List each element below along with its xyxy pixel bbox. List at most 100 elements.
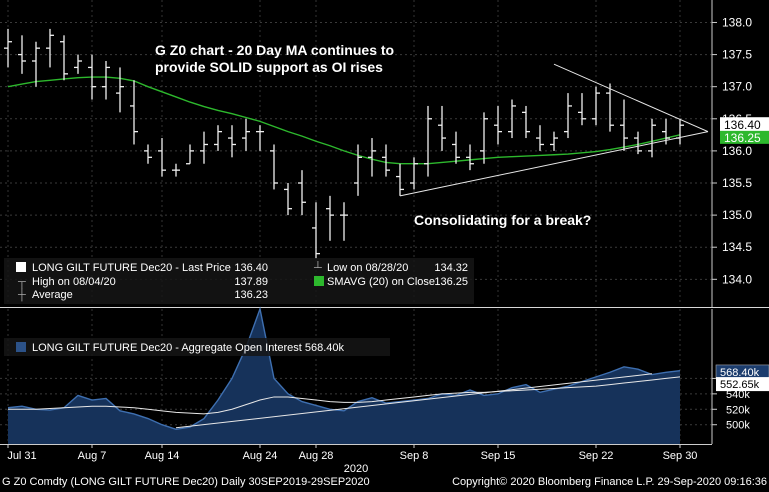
x-axis-label: Aug 14 bbox=[145, 450, 180, 462]
chart-title-line-2: provide SOLID support as OI rises bbox=[155, 59, 383, 75]
svg-text:136.25: 136.25 bbox=[724, 131, 761, 145]
ohlc-bar bbox=[74, 54, 82, 74]
ohlc-bar bbox=[284, 183, 292, 216]
ohlc-bar bbox=[242, 118, 250, 151]
ohlc-bar bbox=[550, 131, 558, 151]
oi-axis-label: 540k bbox=[726, 389, 750, 401]
ohlc-bar bbox=[368, 138, 376, 177]
oi-legend: LONG GILT FUTURE Dec20 - Aggregate Open … bbox=[4, 338, 390, 356]
sma-tag: 136.25 bbox=[720, 130, 769, 145]
oi-trendline bbox=[175, 373, 653, 429]
price-trendline bbox=[399, 131, 709, 197]
ohlc-bar bbox=[186, 144, 194, 165]
price-y-axis: 134.0134.5135.0135.5136.0136.5137.0137.5… bbox=[711, 0, 752, 307]
price-axis-label: 135.0 bbox=[722, 208, 752, 222]
x-axis-year: 2020 bbox=[344, 463, 368, 474]
oi-axis-label: 500k bbox=[726, 420, 750, 432]
ohlc-bar bbox=[634, 131, 642, 155]
price-bars bbox=[4, 28, 684, 259]
x-axis-label: Sep 22 bbox=[579, 450, 614, 462]
price-trendlines bbox=[399, 63, 709, 197]
price-trendline bbox=[553, 63, 709, 133]
ohlc-bar bbox=[606, 83, 614, 132]
ohlc-bar bbox=[60, 35, 68, 81]
ohlc-bar bbox=[410, 157, 418, 190]
ohlc-bar bbox=[298, 170, 306, 216]
ohlc-bar bbox=[4, 28, 12, 68]
oi-trendline-line bbox=[175, 373, 653, 429]
ohlc-bar bbox=[466, 144, 474, 171]
x-axis-label: Sep 8 bbox=[400, 450, 429, 462]
ohlc-bar bbox=[270, 144, 278, 190]
legend-average-value: 136.23 bbox=[234, 289, 268, 301]
footer-security-info: G Z0 Comdty (LONG GILT FUTURE Dec20) Dai… bbox=[2, 476, 370, 488]
ohlc-bar bbox=[158, 138, 166, 177]
ohlc-bar bbox=[592, 86, 600, 126]
footer-bar: G Z0 Comdty (LONG GILT FUTURE Dec20) Dai… bbox=[0, 474, 769, 492]
x-axis-label: Aug 28 bbox=[299, 450, 334, 462]
ohlc-bar bbox=[326, 195, 334, 241]
ohlc-bar bbox=[312, 202, 320, 259]
open-interest-ma-line bbox=[8, 376, 681, 415]
ohlc-bar bbox=[116, 67, 124, 113]
ohlc-bar bbox=[214, 125, 222, 151]
last-price-tag: 136.40 bbox=[720, 117, 769, 132]
ohlc-bar bbox=[522, 105, 530, 139]
legend-last-price-value: 136.40 bbox=[234, 262, 268, 274]
legend-last-price-label: LONG GILT FUTURE Dec20 - Last Price bbox=[32, 262, 231, 274]
legend-high-label: High on 08/04/20 bbox=[32, 276, 116, 288]
price-axis-label: 137.0 bbox=[722, 80, 752, 94]
sma-swatch bbox=[314, 276, 324, 286]
ohlc-bar bbox=[396, 163, 404, 196]
ohlc-bar bbox=[578, 93, 586, 126]
legend-sma-value: 136.25 bbox=[434, 276, 468, 288]
x-axis-label: Aug 24 bbox=[243, 450, 278, 462]
chart-canvas: 134.0134.5135.0135.5136.0136.5137.0137.5… bbox=[0, 0, 769, 474]
chart-annotation: Consolidating for a break? bbox=[414, 212, 591, 228]
price-legend: LONG GILT FUTURE Dec20 - Last Price 136.… bbox=[4, 258, 474, 304]
last-price-swatch bbox=[16, 262, 26, 272]
ohlc-bar bbox=[200, 131, 208, 164]
svg-text:136.40: 136.40 bbox=[724, 118, 761, 132]
oi-area-fill bbox=[8, 309, 680, 444]
legend-low-label: Low on 08/28/20 bbox=[327, 262, 408, 274]
low-marker-icon: ┴ bbox=[313, 260, 322, 274]
ohlc-bar bbox=[648, 118, 656, 158]
oi-ma-path bbox=[8, 376, 681, 415]
average-marker-icon: ┼ bbox=[17, 287, 26, 302]
x-axis-label: Aug 7 bbox=[78, 450, 107, 462]
chart-title-line-1: G Z0 chart - 20 Day MA continues to bbox=[155, 42, 394, 58]
high-marker-icon: ┬ bbox=[17, 276, 26, 289]
open-interest-area bbox=[7, 306, 681, 444]
oi-ma-tag: 552.65k bbox=[716, 377, 769, 392]
ohlc-bar bbox=[480, 112, 488, 164]
ohlc-bar bbox=[130, 80, 138, 145]
ohlc-bar bbox=[88, 54, 96, 100]
ohlc-bar bbox=[452, 131, 460, 164]
ohlc-bar bbox=[354, 144, 362, 196]
x-axis: Jul 31 Aug 7 Aug 14 Aug 24 Aug 28 Sep 8 Sep 15… bbox=[0, 444, 712, 462]
ohlc-bar bbox=[340, 202, 348, 241]
ohlc-bar bbox=[536, 125, 544, 151]
price-axis-label: 138.0 bbox=[722, 15, 752, 29]
price-axis-label: 137.5 bbox=[722, 48, 752, 62]
oi-area-outline bbox=[7, 306, 681, 431]
oi-last-tag: 568.40k bbox=[715, 364, 769, 380]
svg-text:568.40k: 568.40k bbox=[720, 367, 760, 379]
price-axis-label: 136.0 bbox=[722, 144, 752, 158]
x-axis-label: Sep 15 bbox=[481, 450, 516, 462]
oi-axis-label: 520k bbox=[726, 404, 750, 416]
footer-copyright: Copyright© 2020 Bloomberg Finance L.P. 2… bbox=[452, 476, 767, 488]
ohlc-bar bbox=[32, 41, 40, 87]
ohlc-bar bbox=[102, 61, 110, 100]
oi-swatch bbox=[16, 342, 26, 352]
oi-y-axis: 500k520k540k560k bbox=[711, 309, 750, 444]
ohlc-bar bbox=[620, 99, 628, 151]
oi-legend-background bbox=[4, 338, 390, 356]
x-axis-label: Jul 31 bbox=[7, 450, 36, 462]
ohlc-bar bbox=[424, 105, 432, 177]
ohlc-bar bbox=[46, 28, 54, 68]
ohlc-bar bbox=[256, 125, 264, 151]
oi-legend-label: LONG GILT FUTURE Dec20 - Aggregate Open … bbox=[32, 342, 345, 354]
legend-average-label: Average bbox=[32, 289, 73, 301]
